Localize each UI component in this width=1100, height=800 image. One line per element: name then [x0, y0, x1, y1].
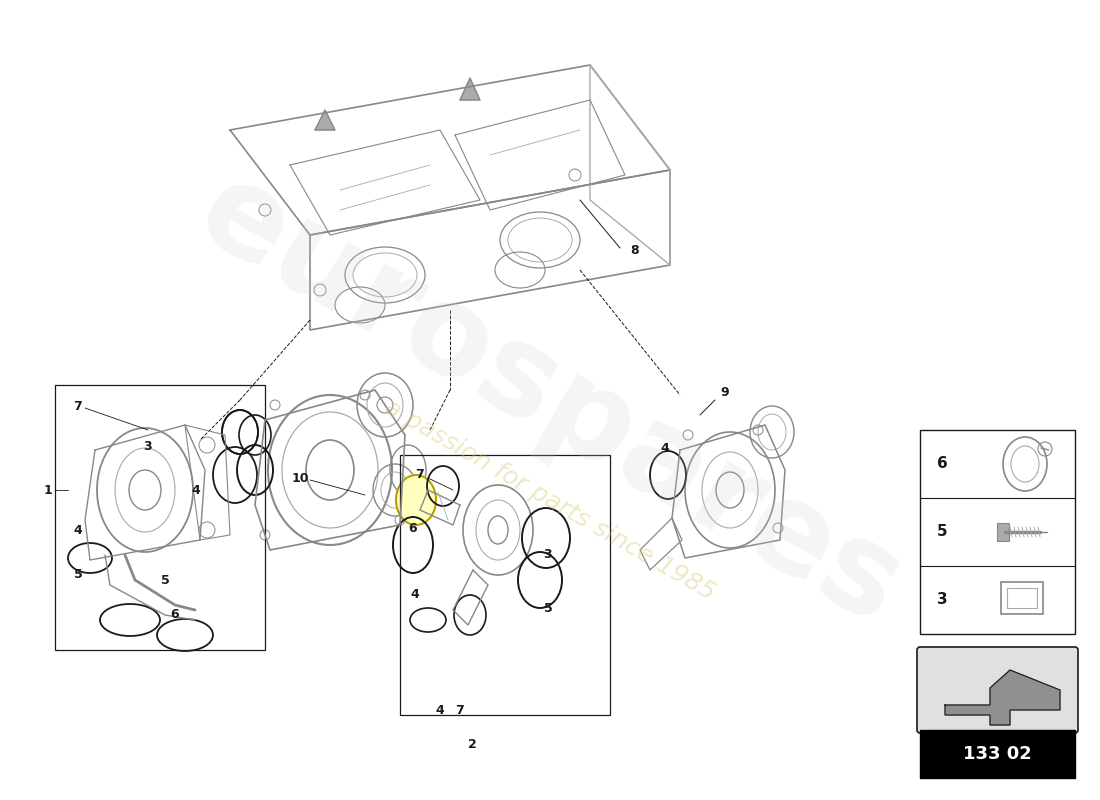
FancyBboxPatch shape	[917, 647, 1078, 733]
Text: 7: 7	[455, 703, 464, 717]
Polygon shape	[460, 78, 480, 100]
Text: 133 02: 133 02	[964, 745, 1032, 763]
Text: eurospares: eurospares	[177, 150, 923, 650]
Bar	[997, 523, 1009, 541]
Text: 5: 5	[543, 602, 552, 614]
Text: 6: 6	[409, 522, 417, 534]
Text: 7: 7	[416, 469, 425, 482]
Text: 3: 3	[543, 549, 552, 562]
Bar	[1001, 582, 1043, 614]
Text: 6: 6	[936, 457, 947, 471]
Text: 4: 4	[191, 483, 200, 497]
Text: 4: 4	[436, 703, 444, 717]
Text: 8: 8	[630, 243, 639, 257]
Polygon shape	[945, 670, 1060, 725]
Bar	[920, 430, 1075, 634]
Bar	[1006, 588, 1037, 608]
Text: 3: 3	[144, 441, 152, 454]
Bar	[55, 385, 265, 650]
Text: 9: 9	[720, 386, 729, 398]
Text: 7: 7	[74, 399, 82, 413]
Text: 4: 4	[410, 589, 419, 602]
Text: 5: 5	[74, 569, 82, 582]
Text: 4: 4	[661, 442, 670, 454]
Text: a passion for parts since 1985: a passion for parts since 1985	[381, 395, 719, 605]
Text: 2: 2	[468, 738, 476, 751]
Text: 6: 6	[170, 609, 179, 622]
Text: 5: 5	[161, 574, 169, 586]
Bar	[920, 730, 1075, 778]
Bar	[400, 455, 610, 715]
Text: 3: 3	[937, 593, 947, 607]
Text: 10: 10	[292, 471, 309, 485]
Text: 4: 4	[74, 523, 82, 537]
Polygon shape	[315, 110, 336, 130]
Text: 1: 1	[43, 483, 52, 497]
Ellipse shape	[396, 475, 436, 525]
Text: 5: 5	[937, 525, 947, 539]
